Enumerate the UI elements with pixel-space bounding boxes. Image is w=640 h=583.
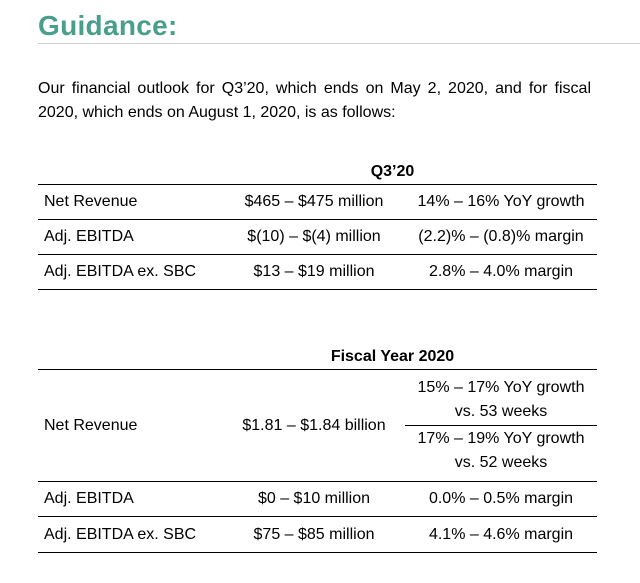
row-divider xyxy=(38,516,597,517)
intro-paragraph: Our financial outlook for Q3’20, which e… xyxy=(38,80,591,121)
metric-52-line2: vs. 52 weeks xyxy=(454,454,548,471)
table-row: Adj. EBITDA ex. SBC $13 – $19 million 2.… xyxy=(38,255,597,289)
row-divider xyxy=(38,481,597,482)
table-row: Net Revenue $465 – $475 million 14% – 16… xyxy=(38,185,597,219)
table-top-rule xyxy=(38,369,597,370)
row-label: Adj. EBITDA ex. SBC xyxy=(44,525,197,543)
fy-table-title: Fiscal Year 2020 xyxy=(330,348,455,365)
table-top-rule xyxy=(38,184,597,185)
row-metric: 0.0% – 0.5% margin xyxy=(428,490,574,507)
row-range: $13 – $19 million xyxy=(253,263,375,280)
metric-52-weeks: 17% – 19% YoY growth vs. 52 weeks xyxy=(405,426,597,476)
q3-table-title: Q3’20 xyxy=(370,163,415,180)
row-metric: 4.1% – 4.6% margin xyxy=(428,525,574,543)
table-row: Net Revenue $1.81 – $1.84 billion 15% – … xyxy=(38,370,597,481)
row-range: $75 – $85 million xyxy=(253,525,375,543)
row-label: Adj. EBITDA xyxy=(44,490,134,507)
metric-52-line1: 17% – 19% YoY growth xyxy=(417,430,585,447)
metric-53-weeks: 15% – 17% YoY growth vs. 53 weeks xyxy=(405,375,597,425)
page-heading: Guidance: xyxy=(38,10,178,41)
table-bottom-rule xyxy=(38,552,597,553)
table-row: Adj. EBITDA $(10) – $(4) million (2.2)% … xyxy=(38,220,597,254)
row-metric: 14% – 16% YoY growth xyxy=(417,193,585,210)
metric-sub-divider xyxy=(405,425,597,426)
row-metric: (2.2)% – (0.8)% margin xyxy=(418,228,584,245)
row-label: Adj. EBITDA xyxy=(44,228,134,245)
q3-guidance-table: Q3’20 Net Revenue $465 – $475 million 14… xyxy=(38,160,597,290)
table-row: Adj. EBITDA $0 – $10 million 0.0% – 0.5%… xyxy=(38,482,597,516)
row-range: $0 – $10 million xyxy=(257,490,371,507)
metric-53-line1: 15% – 17% YoY growth xyxy=(417,379,585,396)
row-label: Adj. EBITDA ex. SBC xyxy=(44,263,197,280)
table-bottom-rule xyxy=(38,289,597,290)
row-range: $1.81 – $1.84 billion xyxy=(242,416,386,434)
heading-divider xyxy=(38,43,640,44)
row-range: $(10) – $(4) million xyxy=(247,228,381,245)
row-divider xyxy=(38,219,597,220)
row-metric: 2.8% – 4.0% margin xyxy=(428,263,574,280)
table-row: Adj. EBITDA ex. SBC $75 – $85 million 4.… xyxy=(38,517,597,552)
metric-53-line2: vs. 53 weeks xyxy=(454,403,548,420)
row-range: $465 – $475 million xyxy=(244,193,384,210)
row-label: Net Revenue xyxy=(44,416,138,434)
row-label: Net Revenue xyxy=(44,193,138,210)
fy-guidance-table: Fiscal Year 2020 Net Revenue $1.81 – $1.… xyxy=(38,345,597,553)
row-metric-group: 15% – 17% YoY growth vs. 53 weeks 17% – … xyxy=(405,375,597,476)
row-divider xyxy=(38,254,597,255)
